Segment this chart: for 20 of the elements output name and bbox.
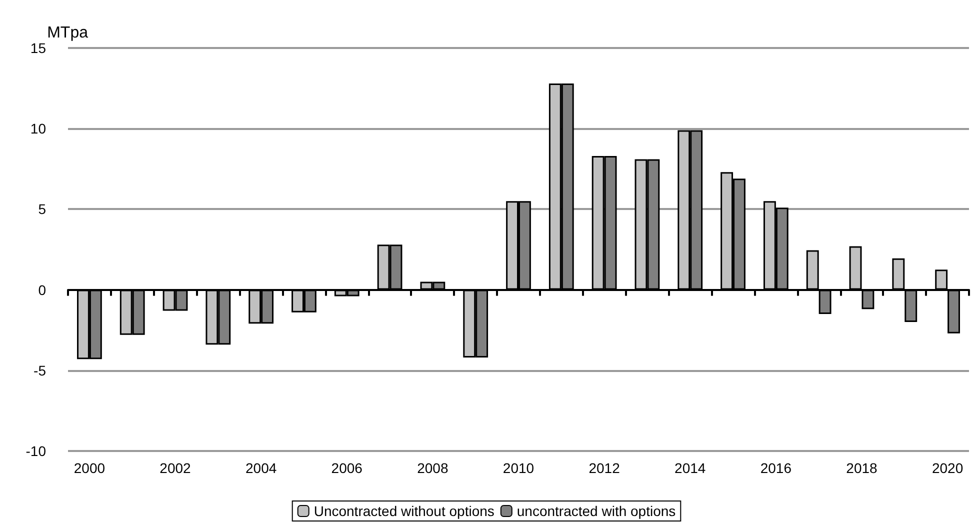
y-tick-label: 10	[30, 120, 46, 137]
x-tick-label: 2004	[245, 460, 277, 476]
x-tick-label: 2006	[331, 460, 363, 476]
x-tick-label: 2018	[846, 460, 878, 476]
x-tick-label: 2000	[74, 460, 106, 476]
legend-label: Uncontracted without options	[314, 503, 494, 519]
x-tick-label: 2002	[160, 460, 192, 476]
x-tick-label: 2016	[760, 460, 792, 476]
y-axis-title: MTpa	[47, 24, 88, 42]
x-tick-label: 2014	[674, 460, 706, 476]
x-tick-label: 2010	[502, 460, 534, 476]
x-tick-label: 2012	[588, 460, 620, 476]
y-tick-label: 0	[38, 282, 46, 298]
y-tick-label: -5	[34, 362, 46, 378]
y-tick-label: 15	[30, 40, 46, 56]
y-tick-label: 5	[38, 201, 46, 218]
y-tick-label: -10	[26, 443, 46, 459]
x-tick-label: 2008	[417, 460, 448, 476]
legend-label: uncontracted with options	[516, 503, 676, 519]
x-tick-label: 2020	[932, 460, 964, 476]
